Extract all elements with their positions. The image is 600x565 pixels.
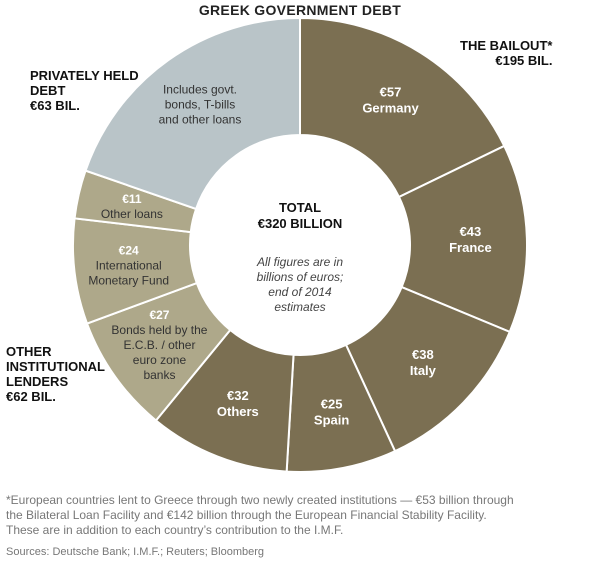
footnote: *European countries lent to Greece throu… (6, 493, 596, 538)
center-title-line1: TOTAL (279, 200, 321, 215)
center-note-line3: end of 2014 (268, 285, 332, 299)
group-institutional-name-line3: LENDERS (6, 374, 69, 389)
slice-label-france-1: France (449, 240, 492, 255)
donut-slices (72, 16, 528, 473)
center-note-line2: billions of euros; (257, 270, 344, 284)
footnote-line2: the Bilateral Loan Facility and €142 bil… (6, 508, 487, 522)
group-bailout-name: THE BAILOUT* (460, 38, 553, 53)
slice-value-other-loans: €11 (122, 192, 142, 206)
slice-includes-govt (84, 16, 301, 211)
center-summary: TOTAL €320 BILLION All figures are in bi… (256, 200, 343, 314)
slice-value-france: €43 (460, 224, 482, 239)
chart-title: GREEK GOVERNMENT DEBT (198, 2, 402, 18)
center-title-line2: €320 BILLION (258, 216, 343, 231)
slice-labels: €57Germany€43France€38Italy€25Spain€32Ot… (88, 82, 491, 427)
group-private-total: €63 BIL. (30, 98, 80, 113)
slice-value-italy: €38 (412, 347, 434, 362)
slice-label-spain-1: Spain (314, 413, 349, 428)
group-label-institutional: OTHER INSTITUTIONAL LENDERS €62 BIL. (6, 344, 105, 404)
slice-label-italy-1: Italy (410, 363, 437, 378)
slice-value-spain: €25 (321, 397, 343, 412)
group-private-name-line2: DEBT (30, 83, 66, 98)
group-institutional-total: €62 BIL. (6, 389, 56, 404)
group-label-bailout: THE BAILOUT* €195 BIL. (460, 38, 552, 68)
slice-label-others-1: Others (217, 404, 259, 419)
group-bailout-total: €195 BIL. (495, 53, 553, 68)
group-institutional-name-line2: INSTITUTIONAL (6, 359, 105, 374)
slice-value-germany: €57 (380, 85, 402, 100)
slice-label-bonds-held-by-the-2: E.C.B. / other (123, 338, 195, 352)
slice-germany (299, 16, 506, 199)
footnote-line1: *European countries lent to Greece throu… (6, 493, 514, 507)
slice-label-international-1: International (96, 258, 162, 272)
slice-label-bonds-held-by-the-4: banks (143, 368, 175, 382)
slice-label-includes-govt: Includes govt. (163, 82, 237, 96)
center-note-line1: All figures are in (256, 255, 343, 269)
slice-label-includes-govt-1: bonds, T-bills (165, 97, 235, 111)
group-label-private: PRIVATELY HELD DEBT €63 BIL. (30, 68, 139, 113)
slice-label-bonds-held-by-the-1: Bonds held by the (111, 323, 207, 337)
slice-value-international: €24 (119, 243, 139, 257)
slice-label-germany-1: Germany (362, 101, 419, 116)
slice-france (397, 144, 528, 334)
slice-value-bonds-held-by-the: €27 (149, 308, 169, 322)
group-private-name-line1: PRIVATELY HELD (30, 68, 139, 83)
group-institutional-name-line1: OTHER (6, 344, 52, 359)
slice-label-international-2: Monetary Fund (88, 273, 169, 287)
footnote-line3: These are in addition to each country’s … (6, 523, 344, 537)
slice-label-bonds-held-by-the-3: euro zone (133, 353, 187, 367)
sources-note: Sources: Deutsche Bank; I.M.F.; Reuters;… (6, 546, 265, 558)
slice-label-other-loans-1: Other loans (101, 207, 163, 221)
slice-label-includes-govt-2: and other loans (159, 112, 242, 126)
donut-chart: €57Germany€43France€38Italy€25Spain€32Ot… (72, 16, 528, 473)
slice-value-others: €32 (227, 388, 249, 403)
center-note-line4: estimates (274, 300, 325, 314)
